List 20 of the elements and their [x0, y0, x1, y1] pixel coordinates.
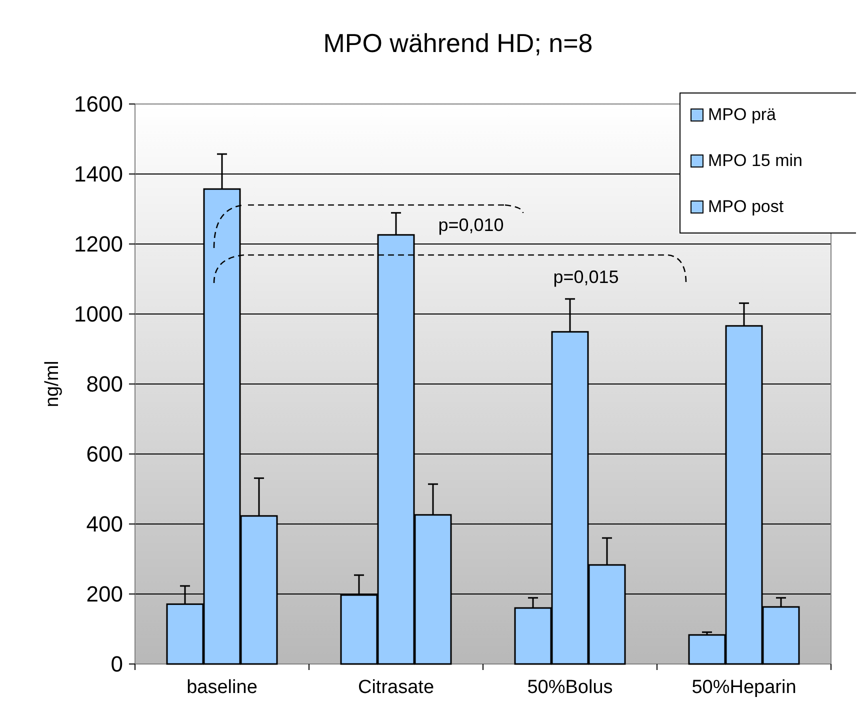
- y-axis-title: ng/ml: [42, 360, 63, 408]
- x-tick-label: 50%Heparin: [692, 677, 796, 698]
- y-tick-label: 200: [86, 582, 123, 607]
- y-tick-label: 1000: [74, 302, 123, 327]
- annotation: p=0,015: [553, 267, 619, 287]
- y-tick-label: 1200: [74, 232, 123, 257]
- x-tick-label: 50%Bolus: [527, 677, 613, 698]
- x-tick-label: baseline: [186, 677, 258, 698]
- y-tick-label: 800: [86, 372, 123, 397]
- y-tick-label: 1400: [74, 162, 123, 187]
- legend-label: MPO post: [708, 197, 784, 216]
- y-tick-label: 400: [86, 512, 123, 537]
- x-tick-label: Citrasate: [358, 677, 434, 698]
- y-tick-label: 1600: [74, 92, 123, 117]
- legend-label: MPO 15 min: [708, 151, 802, 170]
- annotation: p=0,010: [438, 215, 504, 235]
- chart-title: MPO während HD; n=8: [323, 28, 593, 58]
- legend-label: MPO prä: [708, 105, 777, 124]
- y-tick-label: 0: [110, 652, 123, 677]
- y-tick-label: 600: [86, 442, 123, 467]
